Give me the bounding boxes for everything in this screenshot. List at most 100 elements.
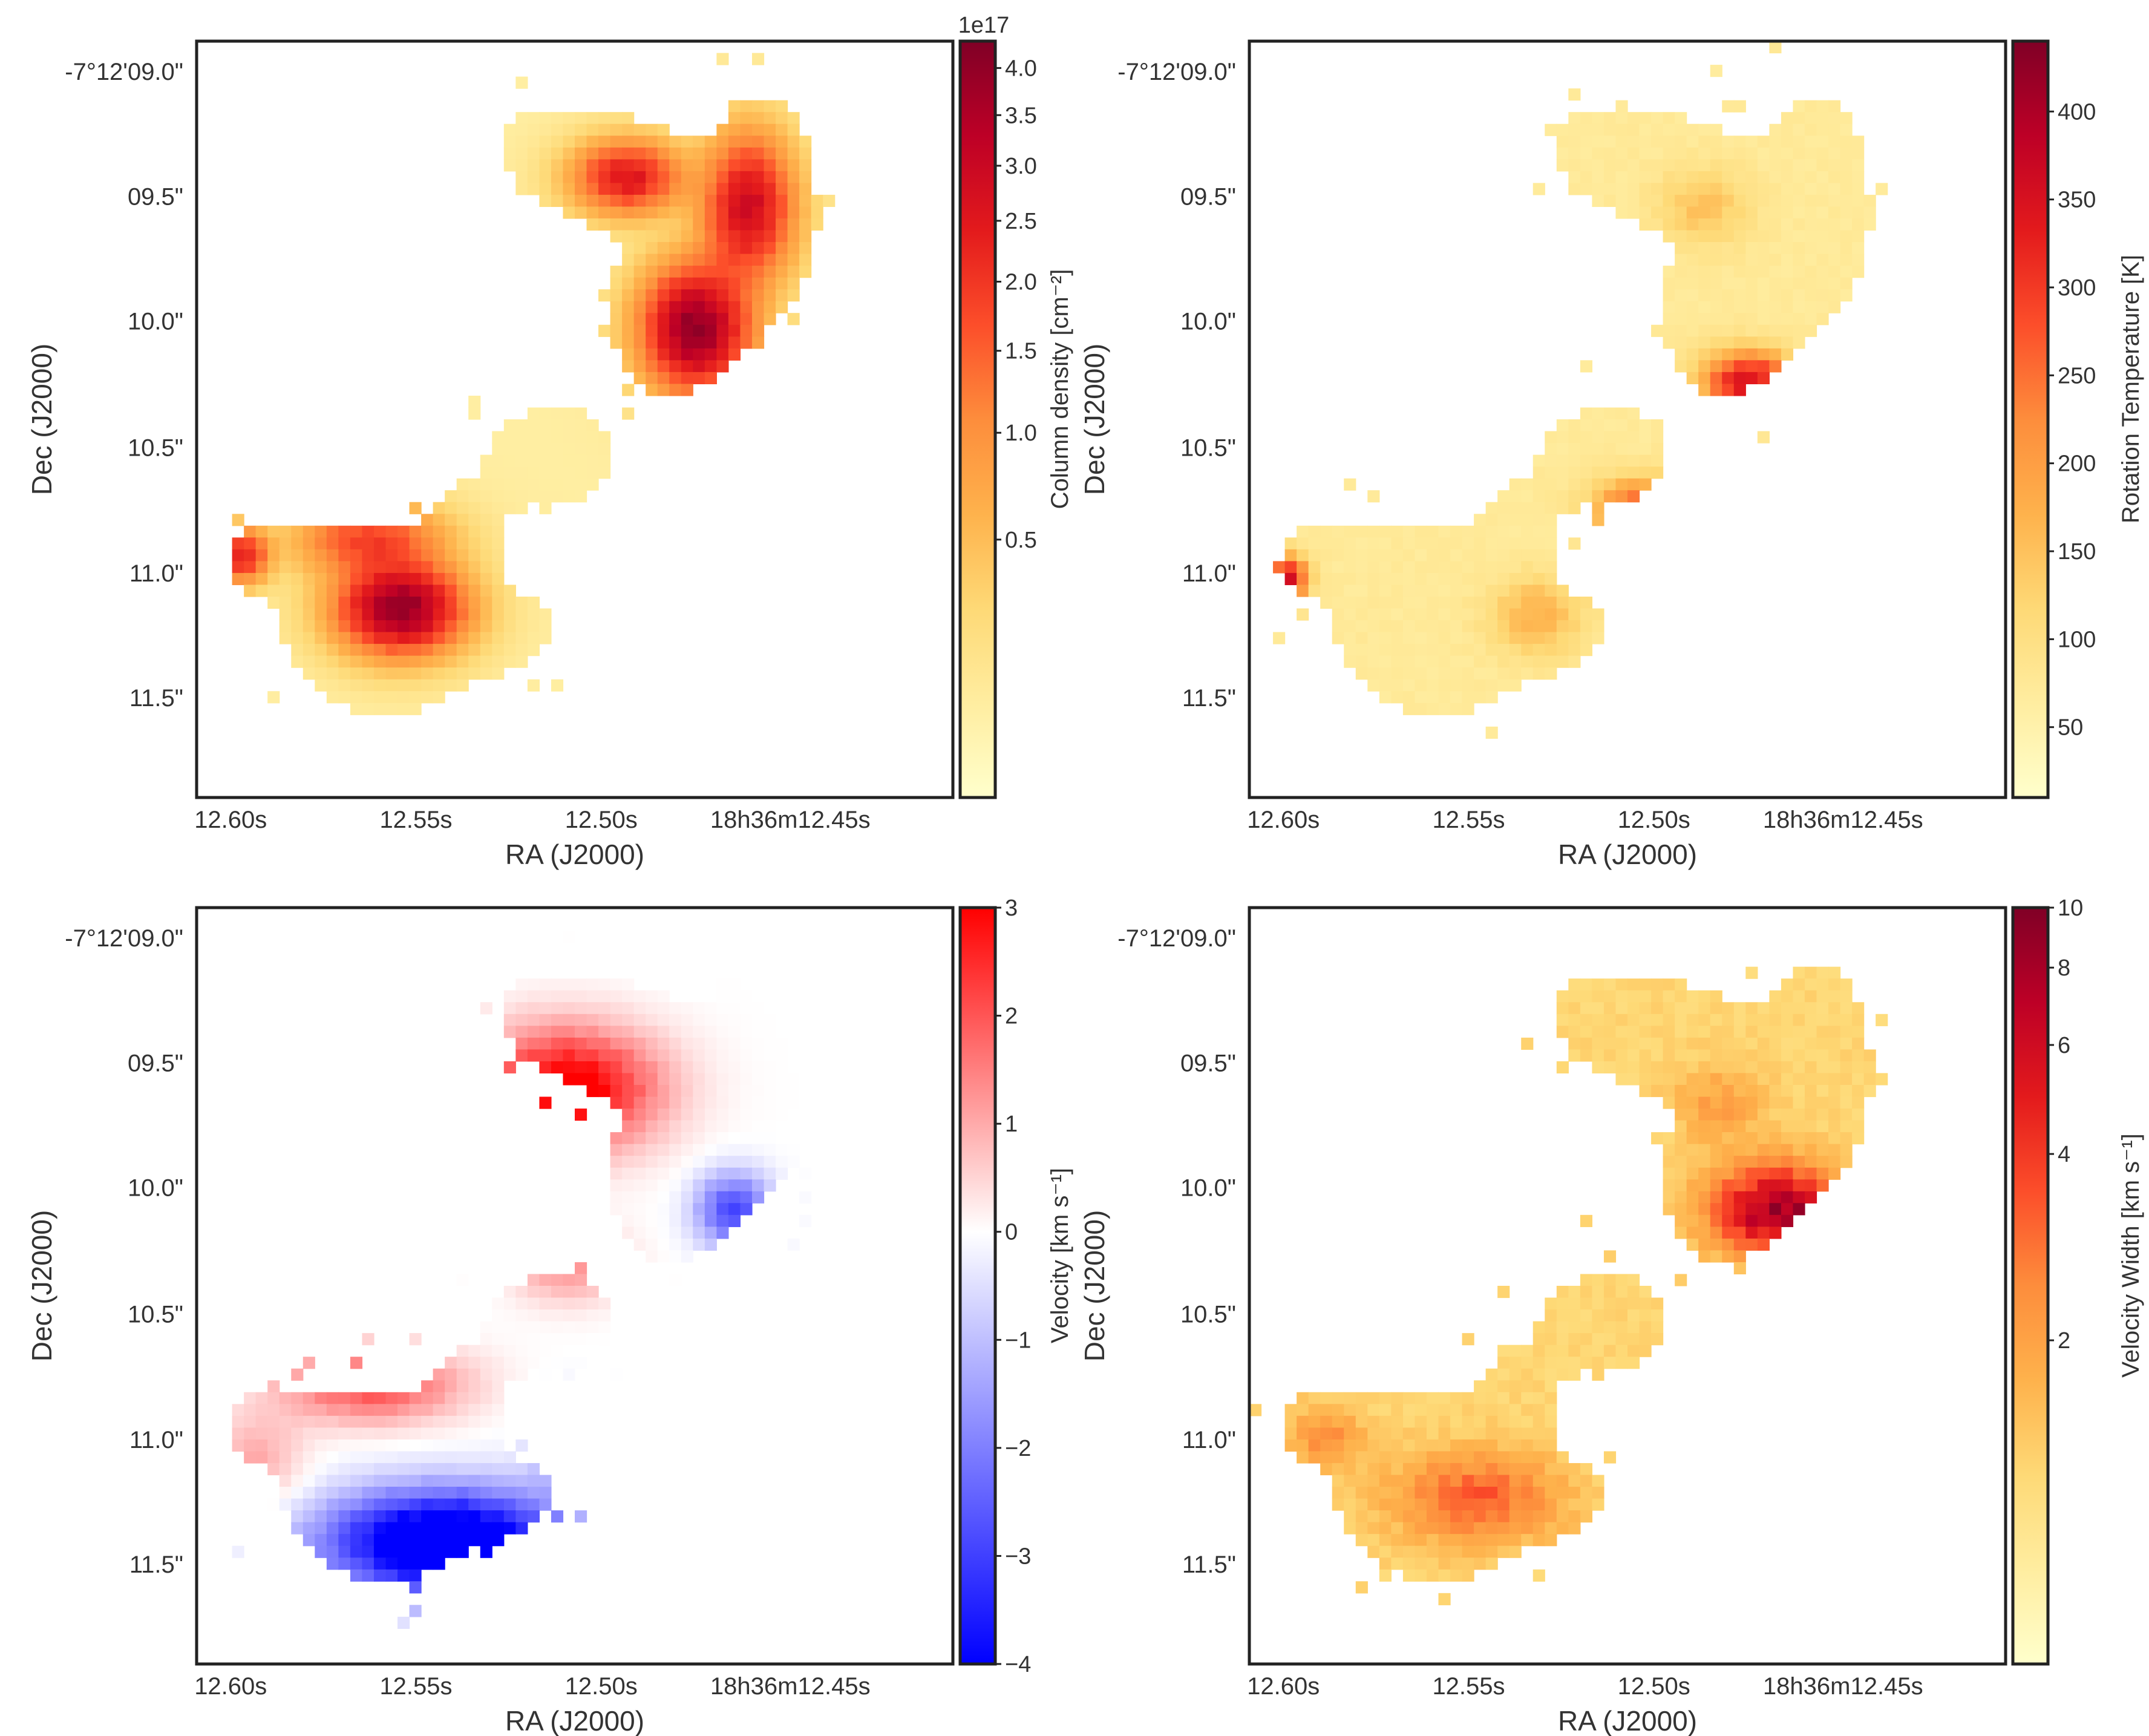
velocity-pixel — [409, 1462, 422, 1476]
width-pixel — [1603, 1250, 1617, 1263]
velocity-pixel — [527, 990, 540, 1003]
width-pixel — [1722, 1203, 1735, 1216]
width-pixel — [1675, 1156, 1687, 1168]
coldens-pixel — [622, 147, 635, 160]
velocity-pixel — [751, 1109, 765, 1121]
temperature-pixel — [1793, 171, 1805, 183]
velocity-pixel — [693, 1167, 705, 1180]
temperature-pixel — [1627, 478, 1640, 491]
velocity-pixel — [255, 1427, 268, 1440]
velocity-pixel — [633, 990, 646, 1003]
coldens-pixel — [776, 123, 788, 136]
velocity-pixel — [350, 1392, 363, 1404]
temperature-pixel — [1804, 194, 1817, 208]
temperature-colorbar-tick-label: 350 — [2058, 188, 2096, 213]
velocity-pixel — [704, 1144, 717, 1156]
velocity-pixel — [598, 1333, 611, 1346]
width-pixel — [1426, 1462, 1439, 1476]
temperature-pixel — [1722, 372, 1735, 385]
width-pixel — [1828, 1049, 1841, 1062]
width-pixel — [1545, 1404, 1557, 1417]
width-pixel — [1757, 1179, 1770, 1192]
width-pixel — [1332, 1392, 1344, 1404]
width-pixel — [1722, 1061, 1735, 1074]
velocity-pixel — [622, 1061, 635, 1074]
temperature-pixel — [1804, 171, 1817, 183]
velocity-pixel — [445, 1534, 457, 1547]
width-pixel — [1462, 1557, 1474, 1570]
velocity-pixel — [787, 1026, 800, 1038]
temperature-pixel — [1852, 171, 1865, 183]
temperature-y-tick-label: 09.5" — [1180, 183, 1236, 210]
temperature-pixel — [1698, 123, 1711, 136]
temperature-pixel — [1344, 478, 1356, 491]
width-pixel — [1675, 1014, 1687, 1026]
velocity-pixel — [776, 1132, 788, 1145]
temperature-pixel — [1556, 123, 1569, 136]
width-pixel — [1509, 1545, 1522, 1558]
temperature-pixel — [1603, 147, 1617, 160]
velocity-pixel — [456, 1392, 469, 1404]
velocity-y-tick-label: -7°12'09.0" — [65, 925, 183, 952]
coldens-pixel — [539, 467, 552, 479]
width-pixel — [1438, 1404, 1451, 1417]
temperature-pixel — [1545, 644, 1557, 657]
velocity-pixel — [610, 1144, 623, 1156]
temperature-pixel — [1675, 112, 1687, 125]
temperature-pixel — [1639, 467, 1652, 479]
width-pixel — [1545, 1345, 1557, 1357]
width-pixel — [1402, 1404, 1416, 1417]
coldens-pixel — [362, 596, 375, 609]
width-pixel — [1497, 1451, 1510, 1464]
coldens-pixel — [646, 360, 658, 373]
coldens-pixel — [610, 218, 623, 231]
coldens-pixel — [716, 242, 729, 255]
temperature-pixel — [1509, 478, 1522, 491]
velocity-pixel — [421, 1380, 434, 1393]
temperature-pixel — [1509, 655, 1522, 668]
coldens-pixel — [373, 667, 387, 680]
coldens-pixel — [669, 206, 682, 219]
temperature-pixel — [1816, 206, 1829, 219]
velocity-pixel — [563, 1026, 575, 1038]
coldens-pixel — [563, 490, 575, 503]
coldens-pixel — [811, 206, 823, 219]
width-pixel — [1568, 1309, 1581, 1322]
coldens-pixel — [303, 632, 315, 644]
temperature-pixel — [1450, 644, 1463, 657]
temperature-pixel — [1509, 585, 1522, 597]
width-pixel — [1497, 1462, 1510, 1476]
coldens-pixel — [338, 596, 351, 609]
width-pixel — [1344, 1451, 1356, 1464]
temperature-pixel — [1556, 443, 1569, 456]
width-pixel — [1710, 1073, 1722, 1086]
temperature-pixel — [1474, 525, 1487, 538]
velocity-pixel — [492, 1368, 505, 1381]
coldens-pixel — [704, 324, 717, 337]
coldens-pixel — [704, 254, 717, 266]
coldens-pixel — [633, 194, 646, 208]
width-pixel — [1474, 1392, 1487, 1404]
velocity-pixel — [456, 1545, 469, 1558]
width-pixel — [1733, 1167, 1746, 1180]
velocity-pixel — [575, 1073, 587, 1086]
coldens-colorbar-tick-label: 1.5 — [1005, 339, 1037, 364]
width-pixel — [1509, 1427, 1522, 1440]
coldens-pixel — [669, 218, 682, 231]
temperature-pixel — [1580, 620, 1593, 633]
velocity-pixel — [598, 1321, 611, 1334]
coldens-pixel — [586, 159, 599, 172]
width-pixel — [1462, 1451, 1474, 1464]
temperature-pixel — [1485, 549, 1498, 562]
coldens-pixel — [669, 289, 682, 302]
velocity-pixel — [657, 1238, 670, 1251]
temperature-pixel — [1462, 703, 1474, 715]
coldens-pixel — [385, 537, 398, 550]
velocity-pixel — [575, 1357, 587, 1369]
coldens-pixel — [776, 289, 788, 302]
temperature-pixel — [1733, 348, 1746, 361]
coldens-pixel — [362, 620, 375, 633]
coldens-pixel — [326, 608, 339, 621]
width-pixel — [1521, 1462, 1534, 1476]
